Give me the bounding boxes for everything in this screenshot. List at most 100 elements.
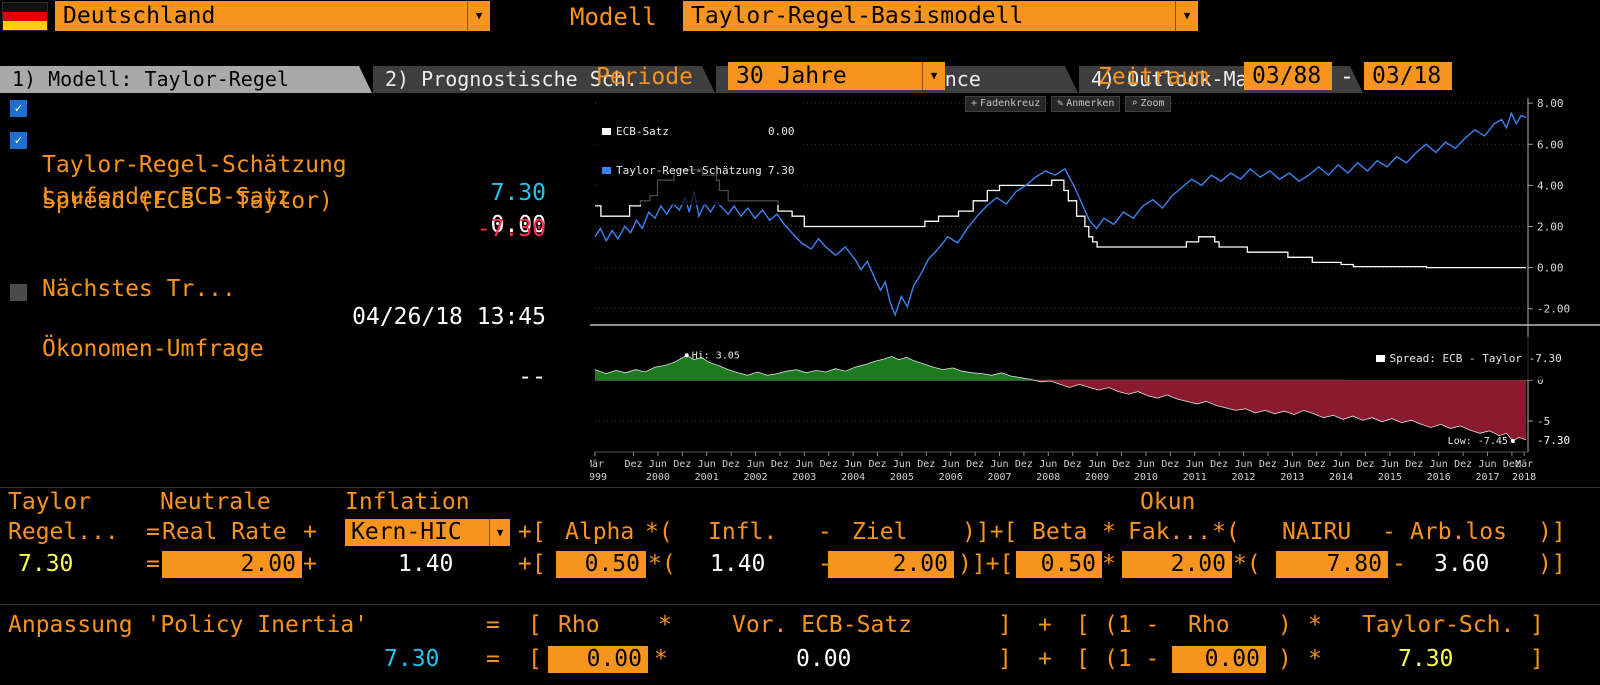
svg-text:2013: 2013 [1280, 472, 1304, 483]
real-rate-input[interactable]: 2.00 [162, 551, 302, 578]
header-neutrale: Neutrale [160, 489, 271, 515]
periode-select[interactable]: 30 Jahre [728, 62, 922, 90]
svg-text:2014: 2014 [1329, 472, 1353, 483]
minus-sign: - [1392, 551, 1406, 577]
spread-label: Spread (ECB - Taylor) [42, 188, 333, 214]
svg-text:-2.00: -2.00 [1537, 303, 1570, 316]
mul-open: *( [1212, 519, 1240, 545]
svg-text:Dez: Dez [1015, 459, 1033, 470]
model-select[interactable]: Taylor-Regel-Basismodell [683, 1, 1175, 31]
svg-text:2.00: 2.00 [1537, 221, 1564, 234]
inflation-value: 1.40 [398, 551, 454, 577]
spread-legend[interactable]: Spread: ECB - Taylor -7.30 [1345, 337, 1568, 380]
rate-chart[interactable]: 8.00 6.00 4.00 2.00 0.00 -2.00 0 -5 Hi: 3.05 Low:… [590, 92, 1600, 490]
country-select[interactable]: Deutschland [55, 1, 467, 31]
mul-open: *( [1233, 551, 1261, 577]
fak-input[interactable]: 2.00 [1122, 551, 1232, 578]
close-open-bracket: )]+[ [958, 551, 1014, 577]
taylor-series-checkbox[interactable]: ✓ [10, 100, 27, 117]
svg-text:Dez: Dez [1210, 459, 1228, 470]
chevron-down-icon[interactable]: ▼ [1175, 1, 1198, 31]
svg-text:2000: 2000 [646, 472, 670, 483]
plus-sign: + [1038, 612, 1052, 638]
equals-sign: = [486, 612, 500, 638]
zeitraum-label: Zeitraum [1098, 64, 1209, 90]
taylor-series-label: Taylor-Regel-Schätzung [42, 152, 347, 178]
svg-text:8.00: 8.00 [1537, 97, 1564, 110]
legend-value: 7.30 [768, 164, 795, 177]
zoom-tool[interactable]: ⌕ Zoom [1125, 96, 1171, 112]
annotate-tool[interactable]: ✎ Anmerken [1051, 96, 1121, 112]
legend-name: Taylor-Regel-Schätzung [616, 164, 762, 177]
svg-text:Jun: Jun [1186, 459, 1204, 470]
chevron-down-icon[interactable]: ▼ [922, 62, 945, 90]
plus-sign: + [303, 519, 317, 545]
svg-text:Dez: Dez [868, 459, 886, 470]
equals-sign: = [486, 646, 500, 672]
crosshair-tool[interactable]: + Fadenkreuz [965, 96, 1047, 112]
pencil-icon: ✎ [1057, 98, 1064, 109]
beta-label: Beta [1032, 519, 1088, 545]
svg-text:Dez: Dez [1064, 459, 1082, 470]
rho-input-2[interactable]: 0.00 [1172, 646, 1266, 673]
formula-row-label: Regel... [8, 519, 119, 545]
legend-item[interactable]: Taylor-Regel-Schätzung 7.30 [602, 164, 795, 177]
zeitraum-to-field[interactable]: 03/18 [1364, 62, 1452, 90]
inflation-source-select[interactable]: Kern-HIC [345, 519, 489, 546]
svg-text:2012: 2012 [1231, 472, 1255, 483]
nairu-input[interactable]: 7.80 [1276, 551, 1388, 578]
rho-input[interactable]: 0.00 [548, 646, 648, 673]
close-bracket: ] [998, 646, 1012, 672]
equals-sign: = [146, 519, 160, 545]
svg-text:Dez: Dez [1112, 459, 1130, 470]
policy-inertia-section: Anpassung 'Policy Inertia' = [ Rho * Vor… [0, 606, 1600, 685]
tab-prognostische-sch[interactable]: 2) Prognostische Sch. [373, 66, 715, 93]
close-paren: ) [1278, 646, 1292, 672]
crosshair-icon: + [971, 98, 978, 109]
svg-text:0.00: 0.00 [1537, 262, 1564, 275]
zeitraum-dash: - [1340, 64, 1354, 90]
ziel-input[interactable]: 2.00 [828, 551, 954, 578]
open-bracket: +[ [518, 551, 546, 577]
chevron-down-icon[interactable]: ▼ [467, 1, 490, 31]
svg-text:Dez: Dez [1405, 459, 1423, 470]
rho-label: Rho [558, 612, 600, 638]
alpha-input[interactable]: 0.50 [556, 551, 646, 578]
svg-text:2003: 2003 [792, 472, 816, 483]
zeitraum-from-field[interactable]: 03/88 [1244, 62, 1332, 90]
next-event-row: Nächstes Tr... 04/26/18 13:45 [0, 247, 590, 330]
taylor-result-value: 7.30 [18, 551, 74, 577]
taylor-sch-label: Taylor-Sch. [1362, 612, 1515, 638]
legend-item[interactable]: ECB-Satz 0.00 [602, 125, 795, 138]
svg-text:2018: 2018 [1512, 472, 1536, 483]
survey-checkbox[interactable] [10, 284, 27, 301]
chevron-down-icon[interactable]: ▼ [489, 519, 510, 546]
ecb-series-checkbox[interactable]: ✓ [10, 132, 27, 149]
survey-label: Ökonomen-Umfrage [42, 336, 264, 362]
vor-ecb-value: 0.00 [796, 646, 852, 672]
svg-text:Mär: Mär [590, 459, 604, 470]
tab-modell-taylor-regel[interactable]: 1) Modell: Taylor-Regel [0, 66, 372, 93]
svg-text:2001: 2001 [695, 472, 719, 483]
header-inflation: Inflation [345, 489, 470, 515]
star-sign: * [1102, 551, 1116, 577]
svg-text:1999: 1999 [590, 472, 607, 483]
spread-value: -7.30 [476, 216, 546, 242]
svg-text:Jun: Jun [990, 459, 1008, 470]
periode-label: Periode [596, 64, 693, 90]
svg-text:Dez: Dez [1503, 459, 1521, 470]
top-chart-legend[interactable]: ECB-Satz 0.00 Taylor-Regel-Schätzung 7.30 [598, 97, 801, 205]
check-icon: ✓ [14, 133, 23, 148]
svg-text:Jun: Jun [649, 459, 667, 470]
ecb-series-label: Laufender ECB-Satz [42, 184, 292, 210]
svg-text:Dez: Dez [966, 459, 984, 470]
svg-text:Low: -7.45: Low: -7.45 [1448, 436, 1508, 447]
star-sign: * [1308, 646, 1322, 672]
vor-ecb-label: Vor. ECB-Satz [732, 612, 913, 638]
survey-value: -- [518, 364, 546, 390]
close-bracket: ] [1530, 612, 1544, 638]
svg-text:Jun: Jun [1137, 459, 1155, 470]
ecb-series-swatch-icon [602, 128, 611, 135]
beta-input[interactable]: 0.50 [1016, 551, 1102, 578]
